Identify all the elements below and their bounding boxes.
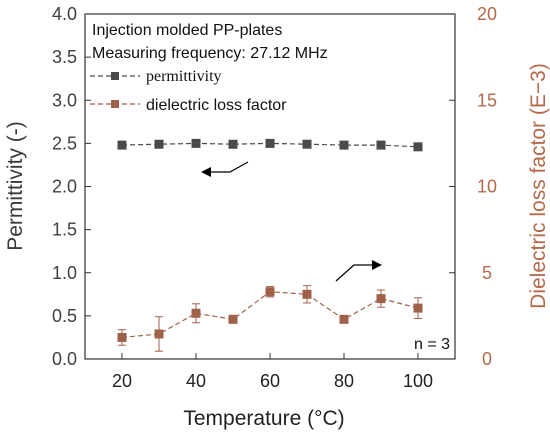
axis-indicator-left (201, 161, 249, 177)
data-point-permittivity (117, 140, 127, 150)
series-line-dielectric-loss-factor (121, 291, 419, 338)
right-tick-label: 20 (477, 4, 497, 24)
right-axis-arrow (335, 264, 375, 282)
annotation-material: Injection molded PP-plates (92, 22, 282, 39)
right-tick-label: 5 (482, 263, 492, 283)
data-point-dielectric-loss-factor (154, 329, 164, 339)
annotation-frequency: Measuring frequency: 27.12 MHz (92, 45, 328, 62)
right-tick-label: 10 (477, 177, 497, 197)
left-axis-arrow (207, 161, 249, 173)
data-point-permittivity (265, 138, 275, 148)
left-tick-label: 4.0 (52, 4, 77, 24)
left-tick-label: 1.0 (52, 263, 77, 283)
left-tick-label: 3.5 (52, 47, 77, 67)
axis-indicator-right (335, 260, 382, 282)
right-tick-label: 0 (482, 349, 492, 369)
data-point-permittivity (228, 139, 238, 149)
data-point-dielectric-loss-factor (117, 332, 127, 342)
legend-permittivity-marker (111, 72, 119, 80)
x-tick-label: 80 (334, 371, 354, 391)
left-tick-label: 0.0 (52, 349, 77, 369)
data-point-dielectric-loss-factor (413, 303, 423, 313)
data-point-permittivity (376, 140, 386, 150)
data-point-permittivity (302, 139, 312, 149)
data-point-dielectric-loss-factor (339, 314, 349, 324)
x-axis-ticks: 20 40 60 80 100 (112, 353, 433, 391)
data-point-dielectric-loss-factor (191, 308, 201, 318)
legend-permittivity-label: permittivity (146, 68, 222, 85)
x-tick-label: 20 (112, 371, 132, 391)
legend-loss-marker (111, 100, 119, 108)
data-point-dielectric-loss-factor (265, 287, 275, 297)
x-tick-label: 100 (403, 371, 433, 391)
right-axis-ticks: 0 5 10 15 20 (449, 4, 497, 369)
legend-loss-label: dielectric loss factor (146, 97, 287, 114)
left-axis-ticks: 0.0 0.5 1.0 1.5 2.0 2.5 3.0 3.5 4.0 (52, 4, 91, 369)
left-tick-label: 3.0 (52, 90, 77, 110)
y-right-axis-title: Dielectric loss factor (E−3) (527, 63, 550, 309)
legend: permittivity dielectric loss factor (90, 68, 287, 114)
plot-frame (84, 13, 456, 360)
x-axis-title: Temperature (°C) (183, 407, 344, 430)
series-layer (117, 138, 423, 352)
x-tick-label: 40 (186, 371, 206, 391)
left-axis-arrowhead (201, 167, 211, 177)
data-point-dielectric-loss-factor (228, 314, 238, 324)
x-tick-label: 60 (260, 371, 280, 391)
left-tick-label: 1.5 (52, 220, 77, 240)
data-point-dielectric-loss-factor (302, 289, 312, 299)
y-left-axis-title: Permittivity (-) (4, 121, 27, 251)
left-tick-label: 2.0 (52, 177, 77, 197)
data-point-permittivity (413, 142, 423, 152)
right-tick-label: 15 (477, 90, 497, 110)
data-point-permittivity (154, 139, 164, 149)
data-point-permittivity (339, 140, 349, 150)
right-axis-arrowhead (372, 260, 382, 270)
data-point-dielectric-loss-factor (376, 294, 386, 304)
data-point-permittivity (191, 138, 201, 148)
left-tick-label: 2.5 (52, 133, 77, 153)
left-tick-label: 0.5 (52, 306, 77, 326)
sample-count-label: n = 3 (414, 336, 450, 353)
